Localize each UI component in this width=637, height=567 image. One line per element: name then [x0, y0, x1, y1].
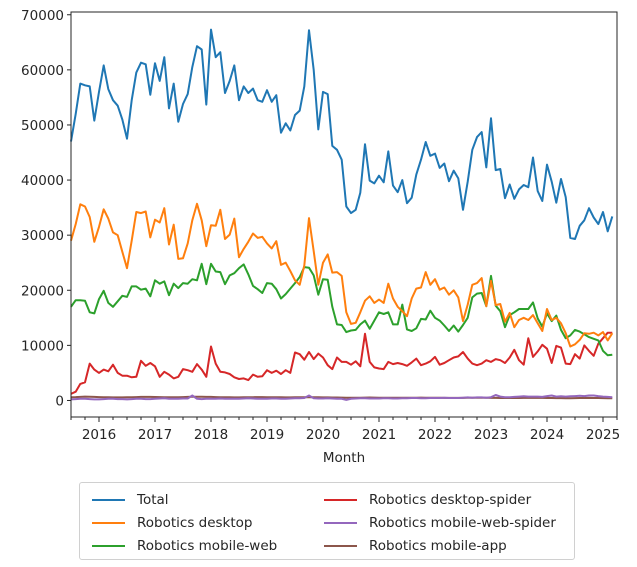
- legend-swatch: [324, 544, 357, 547]
- legend-label: Robotics mobile-web: [137, 537, 278, 554]
- series-line-robotics-mobile-web-spider: [70, 394, 613, 401]
- series-line-robotics-desktop-spider: [70, 331, 613, 395]
- y-tick-label: 10000: [21, 338, 64, 354]
- x-tick-label: 2021: [362, 427, 396, 443]
- y-tick-label: 0: [55, 393, 64, 409]
- y-tick-label: 20000: [21, 283, 64, 299]
- legend-label: Total: [137, 491, 169, 508]
- series-line-total: [70, 28, 614, 240]
- legend: Total Robotics desktop Robotics mobile-web…: [79, 482, 575, 560]
- x-tick-label: 2024: [530, 427, 564, 443]
- legend-label: Robotics mobile-web-spider: [369, 514, 556, 531]
- legend-swatch: [324, 521, 357, 524]
- legend-swatch: [92, 544, 125, 547]
- legend-swatch: [324, 498, 357, 501]
- plot-frame: [70, 11, 618, 418]
- legend-label: Robotics desktop-spider: [369, 491, 532, 508]
- y-tick-label: 60000: [21, 63, 64, 79]
- y-tick-label: 30000: [21, 228, 64, 244]
- y-tick-label: 70000: [21, 8, 64, 24]
- plot-lines: [70, 28, 614, 401]
- legend-item: Robotics mobile-app: [324, 534, 507, 557]
- x-axis: 2016 2017 2018 2019 2020 2021 2022 2023 2024 2025: [70, 417, 620, 443]
- x-tick-label: 2023: [474, 427, 508, 443]
- x-tick-label: 2020: [306, 427, 340, 443]
- legend-item: Total: [92, 488, 169, 511]
- x-tick-label: 2022: [418, 427, 452, 443]
- x-tick-label: 2016: [82, 427, 116, 443]
- legend-swatch: [92, 498, 125, 501]
- x-tick-label: 2018: [194, 427, 228, 443]
- legend-item: Robotics mobile-web: [92, 534, 277, 557]
- x-axis-label: Month: [323, 450, 365, 466]
- x-tick-label: 2017: [138, 427, 172, 443]
- legend-item: Robotics desktop-spider: [324, 488, 531, 511]
- series-line-robotics-mobile-web: [70, 262, 613, 357]
- series-line-robotics-mobile-app: [70, 395, 613, 400]
- legend-label: Robotics desktop: [137, 514, 253, 531]
- y-tick-label: 50000: [21, 118, 64, 134]
- legend-swatch: [92, 521, 125, 524]
- legend-item: Robotics mobile-web-spider: [324, 511, 556, 534]
- legend-item: Robotics desktop: [92, 511, 253, 534]
- legend-label: Robotics mobile-app: [369, 537, 507, 554]
- x-tick-label: 2025: [586, 427, 620, 443]
- y-tick-label: 40000: [21, 173, 64, 189]
- series-line-robotics-desktop: [70, 202, 614, 348]
- y-axis: 0 10000 20000 30000 40000 50000 60000 70000: [21, 8, 71, 409]
- x-tick-label: 2019: [250, 427, 284, 443]
